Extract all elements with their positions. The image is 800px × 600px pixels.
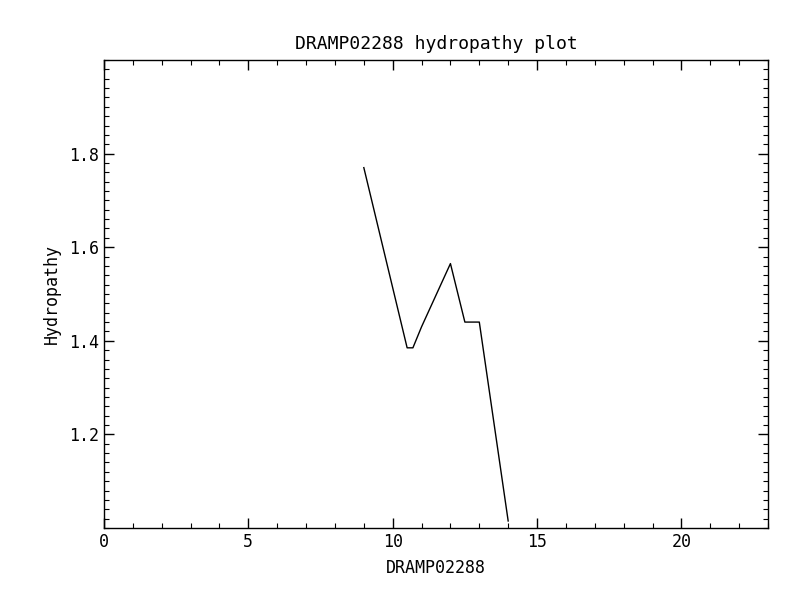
X-axis label: DRAMP02288: DRAMP02288 (386, 559, 486, 577)
Y-axis label: Hydropathy: Hydropathy (43, 244, 61, 344)
Title: DRAMP02288 hydropathy plot: DRAMP02288 hydropathy plot (294, 35, 578, 53)
